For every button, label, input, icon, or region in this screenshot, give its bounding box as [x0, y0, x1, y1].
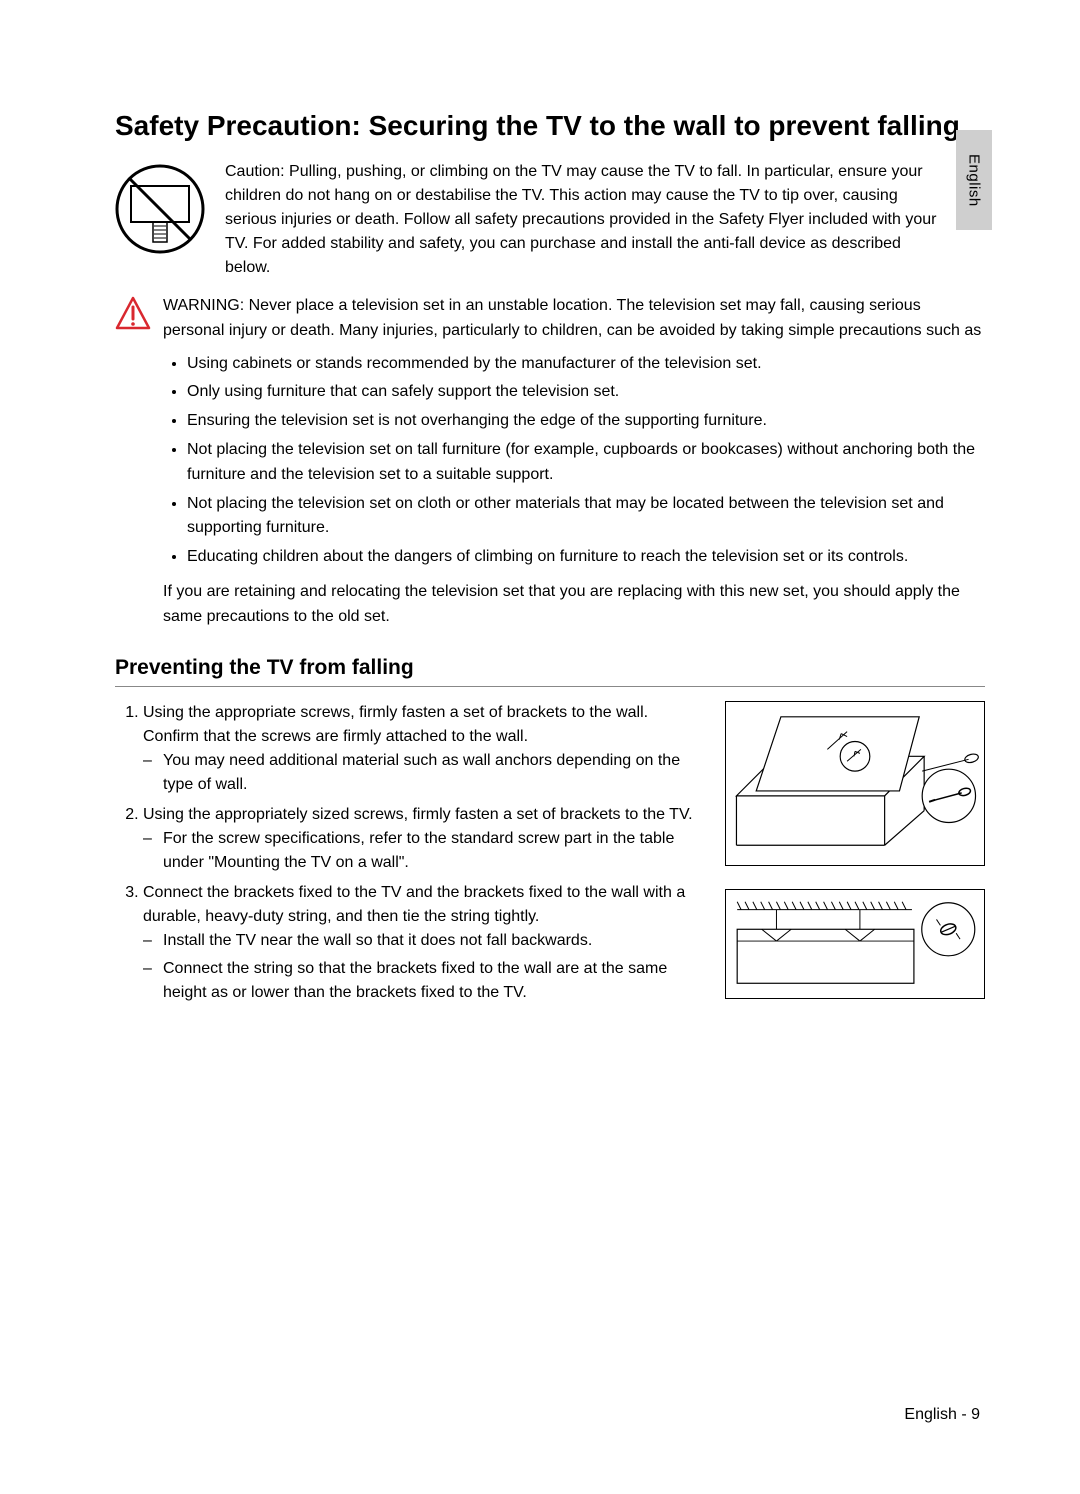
language-tab-label: English — [966, 154, 983, 207]
caution-text: Caution: Pulling, pushing, or climbing o… — [225, 160, 985, 280]
step-sub: Install the TV near the wall so that it … — [163, 929, 705, 953]
subheading: Preventing the TV from falling — [115, 656, 985, 687]
bullet-item: Not placing the television set on cloth … — [187, 492, 985, 542]
bullet-item: Ensuring the television set is not overh… — [187, 409, 985, 434]
step-item: Connect the brackets fixed to the TV and… — [143, 881, 705, 1005]
step-sub: For the screw specifications, refer to t… — [163, 827, 705, 875]
tv-prohibit-icon — [115, 160, 205, 258]
steps-list: Using the appropriate screws, firmly fas… — [115, 701, 705, 1005]
caution-label: Caution — [225, 163, 280, 180]
caution-block: Caution: Pulling, pushing, or climbing o… — [115, 160, 985, 280]
step-sub: You may need additional material such as… — [163, 749, 705, 797]
page-footer: English - 9 — [904, 1406, 980, 1424]
bullet-item: Educating children about the dangers of … — [187, 545, 985, 570]
figure-tv-bracket-icon — [725, 701, 985, 866]
bullet-item: Using cabinets or stands recommended by … — [187, 352, 985, 377]
warning-triangle-icon — [115, 296, 151, 330]
figure-wall-anchor-icon — [725, 889, 985, 999]
step-item: Using the appropriately sized screws, fi… — [143, 803, 705, 875]
step-sub: Connect the string so that the brackets … — [163, 957, 705, 1005]
language-tab: English — [956, 130, 992, 230]
manual-page: English Safety Precaution: Securing the … — [0, 0, 1080, 1494]
step-item: Using the appropriate screws, firmly fas… — [143, 701, 705, 797]
preventing-section: Using the appropriate screws, firmly fas… — [115, 701, 985, 1022]
warning-block: WARNING: Never place a television set in… — [115, 294, 985, 344]
relocate-note: If you are retaining and relocating the … — [115, 580, 985, 630]
warning-text: WARNING: Never place a television set in… — [163, 294, 985, 344]
page-title: Safety Precaution: Securing the TV to th… — [115, 110, 985, 142]
bullet-item: Only using furniture that can safely sup… — [187, 380, 985, 405]
precaution-bullets: Using cabinets or stands recommended by … — [115, 352, 985, 570]
steps-column: Using the appropriate screws, firmly fas… — [115, 701, 705, 1022]
bullet-item: Not placing the television set on tall f… — [187, 438, 985, 488]
figures-column — [725, 701, 985, 1022]
warning-label: WARNING — [163, 297, 240, 314]
